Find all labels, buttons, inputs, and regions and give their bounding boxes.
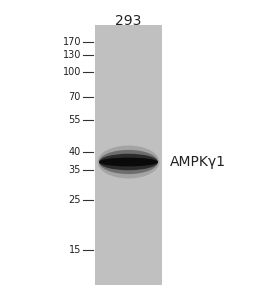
Text: AMPKγ1: AMPKγ1: [170, 155, 226, 169]
Text: 25: 25: [68, 195, 81, 205]
Text: 15: 15: [69, 245, 81, 255]
Text: 70: 70: [69, 92, 81, 102]
Ellipse shape: [99, 154, 158, 170]
Text: 100: 100: [63, 67, 81, 77]
Text: 130: 130: [63, 50, 81, 60]
Text: 40: 40: [69, 147, 81, 157]
Bar: [95, 25, 162, 285]
Text: 55: 55: [68, 115, 81, 125]
Ellipse shape: [99, 150, 158, 174]
Text: 170: 170: [62, 37, 81, 47]
Text: 293: 293: [115, 14, 142, 28]
Ellipse shape: [99, 158, 158, 166]
Ellipse shape: [97, 146, 160, 178]
Text: 35: 35: [69, 165, 81, 175]
